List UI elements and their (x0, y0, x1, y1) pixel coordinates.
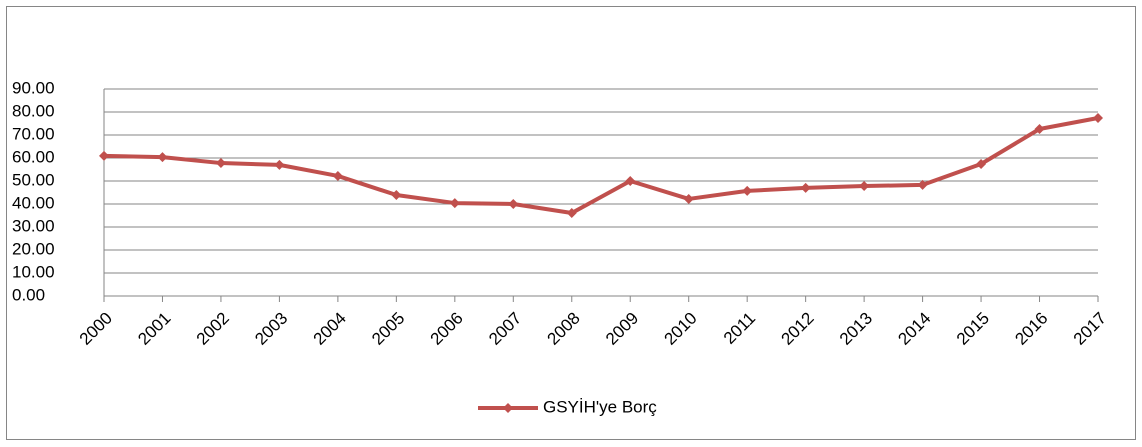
y-tick-label: 20.00 (12, 239, 55, 258)
data-point (1093, 112, 1103, 123)
data-point (917, 179, 928, 190)
legend-label: GSYİH'ye Borç (543, 397, 657, 416)
data-point (742, 185, 753, 196)
y-tick-label: 30.00 (12, 216, 55, 235)
data-point (332, 170, 343, 181)
chart-border (6, 6, 1136, 440)
data-point (976, 158, 987, 169)
data-point (859, 181, 870, 192)
data-point (625, 176, 636, 186)
y-tick-label: 70.00 (12, 124, 55, 143)
data-point (508, 199, 519, 209)
legend-marker (503, 403, 513, 413)
y-tick-label: 10.00 (12, 262, 55, 281)
data-point (274, 159, 285, 170)
y-tick-label: 50.00 (12, 170, 55, 189)
data-point (683, 193, 694, 204)
data-point (99, 150, 109, 161)
data-point (157, 152, 168, 163)
y-tick-label: 90.00 (12, 78, 55, 97)
data-line (103, 116, 1099, 215)
data-point (566, 207, 577, 218)
y-tick-label: 40.00 (12, 193, 55, 212)
y-tick-label: 80.00 (12, 101, 55, 120)
y-tick-label: 0.00 (12, 285, 45, 304)
data-point (449, 198, 460, 209)
data-point (1034, 124, 1045, 135)
y-tick-label: 60.00 (12, 147, 55, 166)
data-point (800, 182, 811, 193)
data-point (215, 158, 226, 169)
data-point (391, 190, 402, 201)
